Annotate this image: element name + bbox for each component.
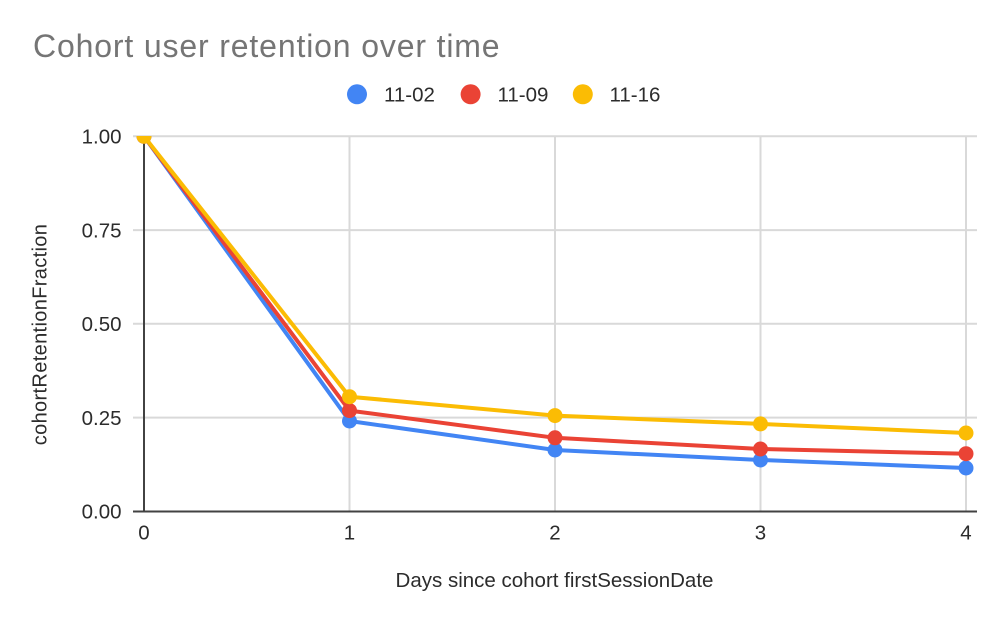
svg-text:Days since cohort firstSession: Days since cohort firstSessionDate xyxy=(396,569,714,592)
svg-text:11-16: 11-16 xyxy=(610,84,661,107)
svg-text:cohortRetentionFraction: cohortRetentionFraction xyxy=(30,224,52,446)
svg-text:0: 0 xyxy=(138,522,149,545)
svg-text:0.25: 0.25 xyxy=(82,407,122,430)
svg-text:11-02: 11-02 xyxy=(384,84,435,107)
svg-text:1.00: 1.00 xyxy=(82,126,122,149)
svg-text:2: 2 xyxy=(549,522,560,545)
svg-text:0.50: 0.50 xyxy=(82,313,122,336)
svg-text:1: 1 xyxy=(344,522,355,545)
svg-text:4: 4 xyxy=(960,522,971,545)
svg-text:11-09: 11-09 xyxy=(498,84,549,107)
svg-text:Cohort user retention over tim: Cohort user retention over time xyxy=(33,28,500,64)
svg-text:0.75: 0.75 xyxy=(82,219,122,242)
svg-text:3: 3 xyxy=(755,522,766,545)
svg-text:0.00: 0.00 xyxy=(82,501,122,524)
